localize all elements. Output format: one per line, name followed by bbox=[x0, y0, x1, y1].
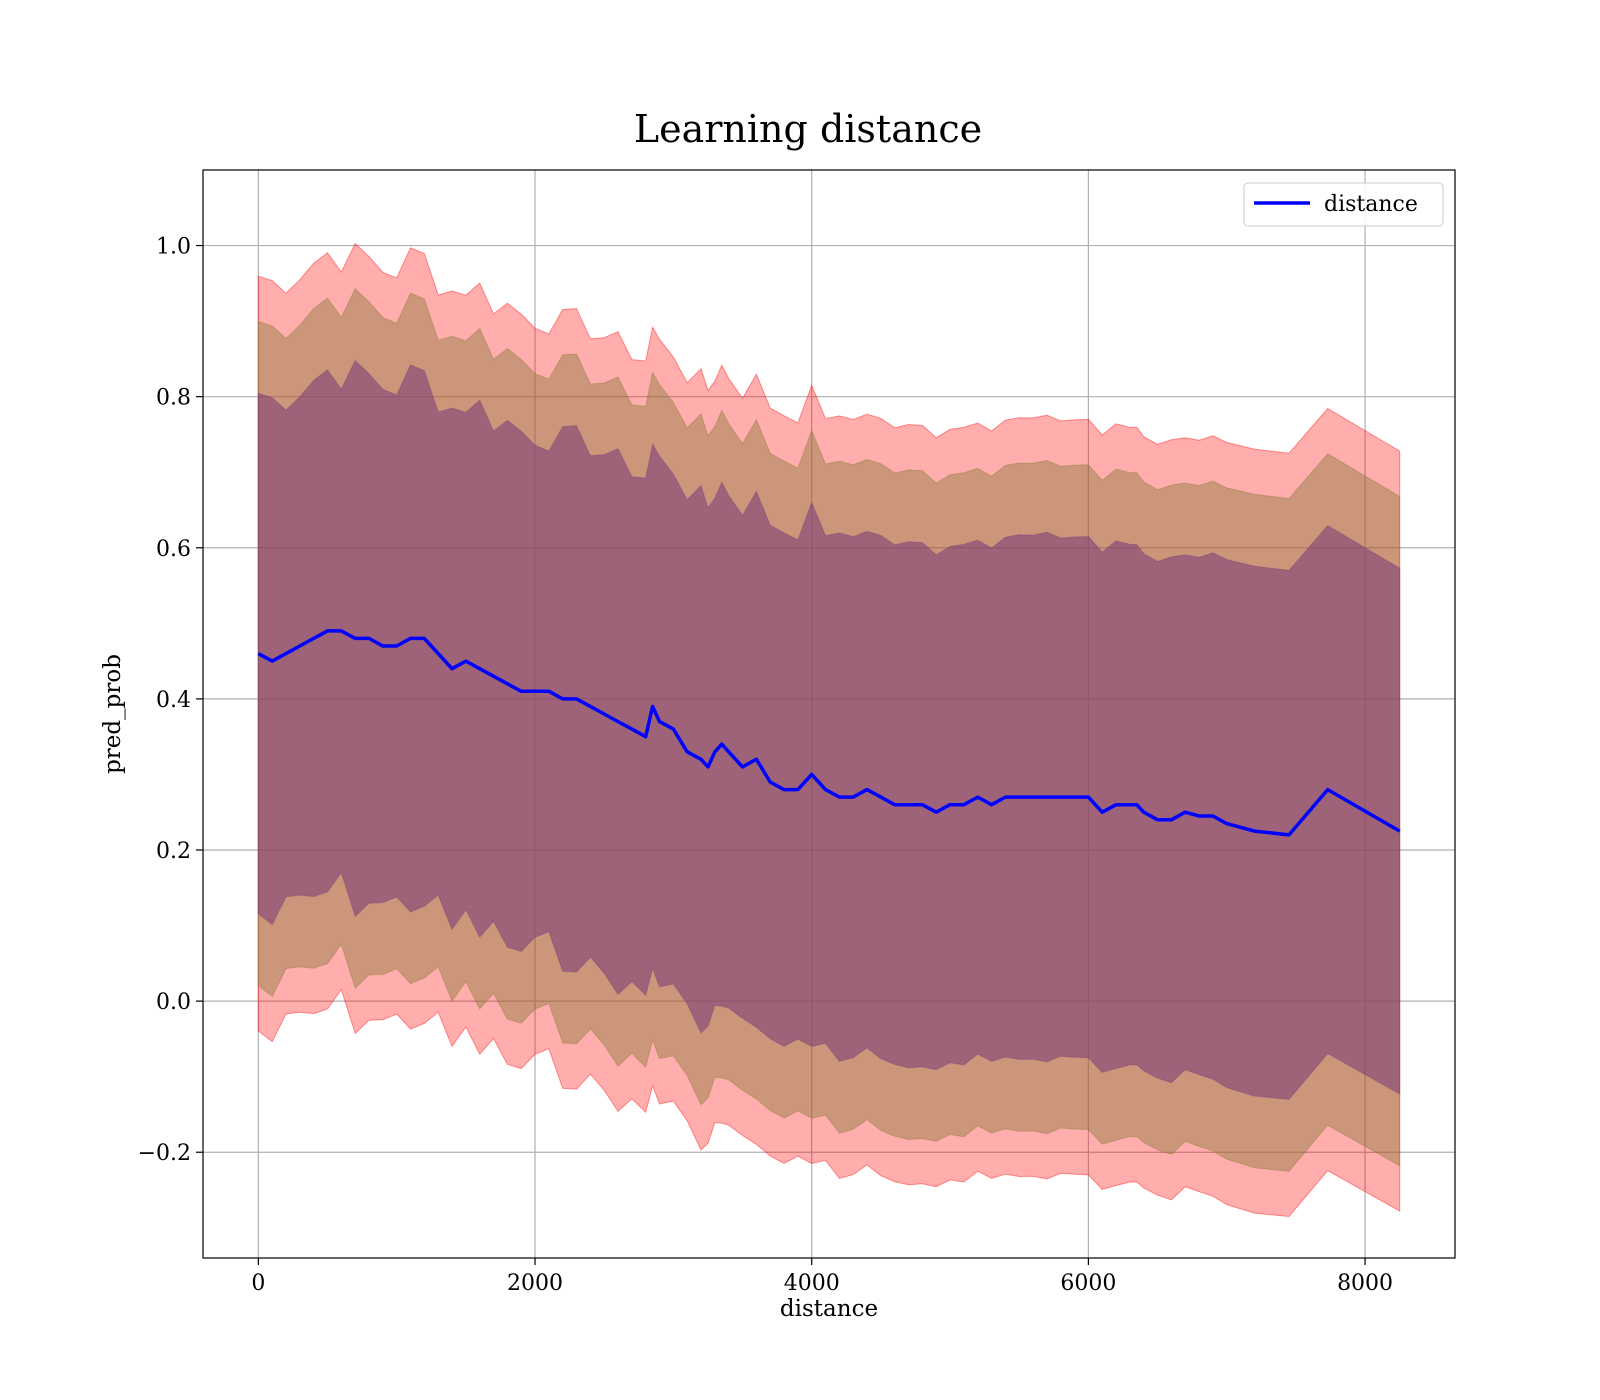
confidence-bands bbox=[257, 242, 1401, 1218]
x-tick-label-3: 6000 bbox=[1060, 1271, 1116, 1296]
y-tick-label-6: 1.0 bbox=[156, 235, 191, 260]
y-axis-ticks: −0.2 0.0 0.2 0.4 0.6 0.8 1.0 bbox=[138, 235, 203, 1166]
x-tick-label-0: 0 bbox=[251, 1271, 265, 1296]
band-inner bbox=[257, 359, 1401, 1100]
x-tick-label-2: 4000 bbox=[784, 1271, 840, 1296]
y-tick-label-2: 0.2 bbox=[156, 839, 191, 864]
y-tick-label-4: 0.6 bbox=[156, 537, 191, 562]
y-tick-label-1: 0.0 bbox=[156, 990, 191, 1015]
y-axis-label: pred_prob bbox=[100, 654, 126, 774]
y-tick-label-3: 0.4 bbox=[156, 688, 191, 713]
x-axis-label: distance bbox=[780, 1296, 878, 1322]
series-line-distance bbox=[257, 629, 1401, 837]
x-tick-label-1: 2000 bbox=[507, 1271, 563, 1296]
plot-frame bbox=[202, 169, 1456, 1259]
series-lines bbox=[257, 629, 1401, 837]
x-axis-ticks: 0 2000 4000 6000 8000 bbox=[251, 1258, 1393, 1296]
x-tick-label-4: 8000 bbox=[1337, 1271, 1393, 1296]
y-tick-label-5: 0.8 bbox=[156, 386, 191, 411]
y-tick-label-0: −0.2 bbox=[138, 1141, 191, 1166]
plot-area bbox=[203, 170, 1455, 1258]
chart-title: Learning distance bbox=[634, 107, 982, 151]
legend-box bbox=[1243, 182, 1444, 227]
legend: distance bbox=[1243, 182, 1444, 227]
legend-label: distance bbox=[1324, 192, 1418, 217]
